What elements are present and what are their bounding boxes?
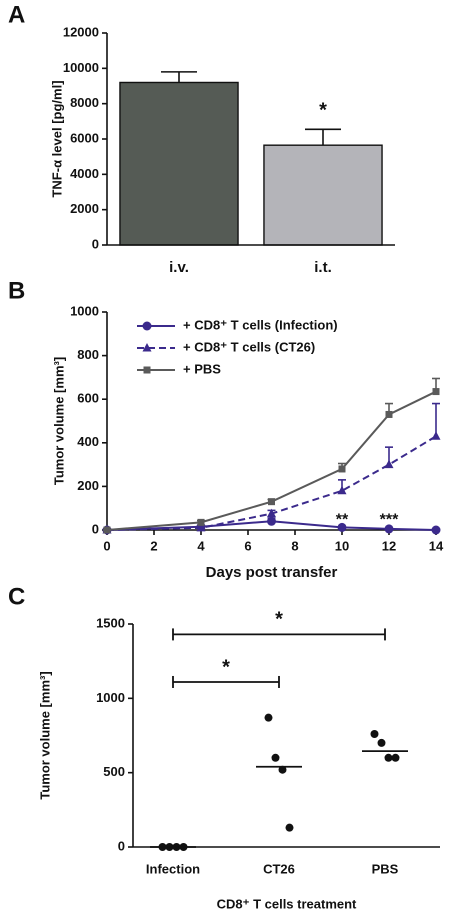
annotation: *: [275, 609, 283, 631]
x-tick-label: i.v.: [169, 259, 189, 276]
point: [264, 713, 273, 722]
panel-label: A: [8, 1, 25, 28]
point: [370, 730, 379, 739]
x-tick-label: i.t.: [314, 259, 332, 276]
point: [197, 518, 205, 526]
legend-marker: [143, 366, 151, 374]
legend-marker: [142, 321, 152, 331]
point: [338, 465, 346, 473]
y-tick-label: 2000: [70, 201, 99, 216]
y-tick-label: 1500: [96, 615, 125, 630]
bar: [263, 144, 383, 246]
x-axis-label: Days post transfer: [206, 564, 338, 581]
point: [384, 524, 394, 534]
point: [432, 388, 440, 396]
panel-label: B: [8, 277, 25, 304]
point: [267, 516, 276, 526]
point: [384, 459, 394, 469]
x-tick-label: 10: [335, 538, 349, 553]
annotation: *: [222, 656, 230, 678]
x-axis-label: CD8⁺ T cells treatment: [217, 896, 357, 911]
y-tick-label: 6000: [70, 130, 99, 145]
x-tick-label: 2: [150, 538, 157, 553]
y-tick-label: 0: [92, 236, 99, 251]
annotation: *: [319, 100, 327, 122]
y-tick-label: 4000: [70, 166, 99, 181]
y-tick-label: 400: [77, 434, 99, 449]
point: [267, 508, 276, 518]
annotation: ***: [380, 511, 399, 528]
legend-label: + CD8⁺ T cells (CT26): [183, 339, 315, 354]
point: [431, 525, 441, 535]
y-tick-label: 200: [77, 478, 99, 493]
x-tick-label: 0: [103, 538, 110, 553]
legend-marker: [142, 343, 152, 352]
point: [431, 431, 441, 440]
point: [391, 753, 400, 762]
y-axis-label: TNF-α level [pg/ml]: [49, 80, 64, 197]
point: [103, 526, 111, 534]
point: [385, 410, 393, 418]
legend-label: + CD8⁺ T cells (Infection): [183, 317, 338, 332]
series-line: [106, 435, 437, 531]
point: [196, 522, 206, 532]
annotation: **: [336, 511, 349, 528]
y-tick-label: 500: [103, 764, 125, 779]
point: [268, 498, 275, 506]
point: [337, 485, 347, 495]
x-tick-label: 4: [197, 538, 205, 553]
y-axis-label: Tumor volume [mm³]: [51, 357, 66, 485]
y-tick-label: 600: [77, 391, 99, 406]
point: [384, 753, 393, 762]
panel-label: C: [8, 583, 25, 610]
point: [377, 738, 386, 747]
x-tick-label: CT26: [263, 861, 295, 876]
y-axis-label: Tumor volume [mm³]: [37, 671, 52, 799]
y-tick-label: 800: [77, 347, 99, 362]
bar: [119, 81, 239, 246]
y-tick-label: 8000: [70, 95, 99, 110]
y-tick-label: 12000: [63, 24, 99, 39]
x-tick-label: Infection: [146, 861, 200, 876]
point: [337, 522, 347, 532]
legend-label: + PBS: [183, 361, 221, 376]
x-tick-label: 12: [382, 538, 396, 553]
y-tick-label: 1000: [96, 690, 125, 705]
series-line: [106, 390, 437, 531]
x-tick-label: 14: [429, 538, 444, 553]
x-tick-label: 6: [244, 538, 251, 553]
x-tick-label: 8: [291, 538, 298, 553]
point: [285, 823, 294, 832]
y-tick-label: 1000: [70, 303, 99, 318]
point: [271, 753, 280, 762]
y-tick-label: 0: [92, 521, 99, 536]
y-tick-label: 10000: [63, 60, 99, 75]
y-tick-label: 0: [118, 838, 125, 853]
point: [278, 765, 287, 774]
x-tick-label: PBS: [372, 861, 399, 876]
